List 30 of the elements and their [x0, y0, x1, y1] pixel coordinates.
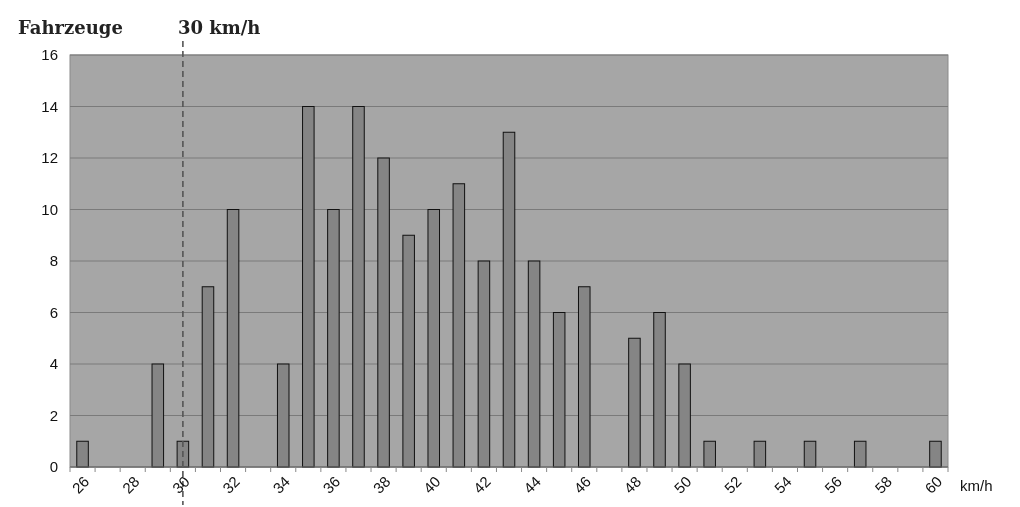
- x-tick-label: 26: [68, 472, 93, 497]
- y-tick-label: 12: [41, 149, 58, 167]
- x-tick-label: 28: [118, 472, 143, 497]
- x-tick-label: 40: [419, 472, 444, 497]
- x-tick-label: 44: [520, 472, 544, 497]
- y-tick-label: 10: [41, 200, 58, 218]
- x-tick-label: 50: [670, 472, 695, 497]
- y-tick-label: 14: [41, 97, 58, 115]
- y-tick-label: 16: [41, 46, 58, 64]
- y-axis-title: Fahrzeuge: [18, 17, 123, 38]
- x-axis-title: km/h: [960, 477, 993, 494]
- x-tick-label: 46: [570, 472, 595, 497]
- x-tick-label: 38: [369, 472, 394, 497]
- x-tick-label: 60: [921, 472, 946, 497]
- x-tick-label: 42: [469, 472, 494, 497]
- x-tick-label: 32: [219, 472, 243, 497]
- x-tick-label: 48: [620, 472, 645, 497]
- x-tick-label: 58: [871, 472, 896, 497]
- y-tick-label: 8: [49, 252, 58, 270]
- x-tick-label: 36: [319, 472, 344, 497]
- x-tick-label: 30: [168, 472, 193, 497]
- x-tick-label: 54: [770, 472, 795, 497]
- y-tick-label: 4: [49, 355, 58, 373]
- y-tick-label: 0: [49, 458, 58, 476]
- x-tick-label: 34: [269, 472, 294, 497]
- y-tick-label: 2: [49, 406, 58, 424]
- x-tick-label: 52: [720, 472, 745, 497]
- ref-line-label: 30 km/h: [177, 17, 261, 38]
- y-tick-label: 6: [49, 303, 58, 321]
- x-tick-label: 56: [821, 472, 845, 497]
